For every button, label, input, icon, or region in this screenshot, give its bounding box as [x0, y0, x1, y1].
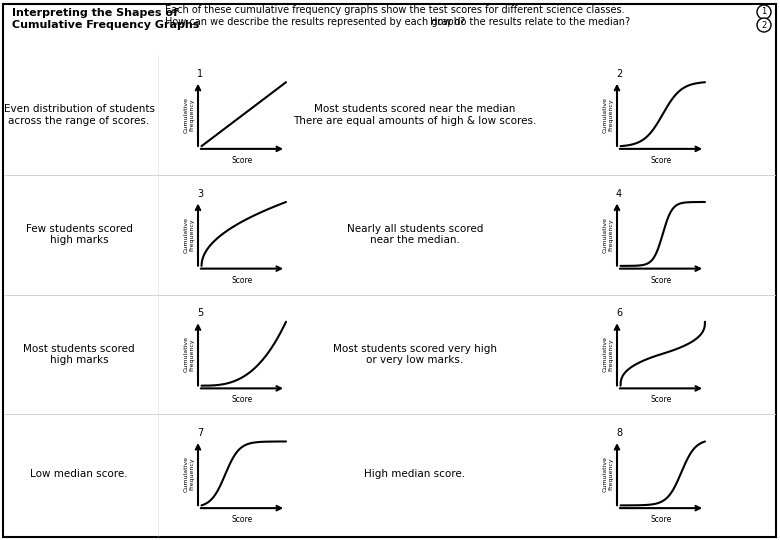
Text: Cumulative
Frequency: Cumulative Frequency — [603, 217, 613, 253]
Text: Score: Score — [651, 275, 672, 285]
Text: Cumulative
Frequency: Cumulative Frequency — [183, 97, 194, 133]
Text: 4: 4 — [616, 188, 622, 199]
Text: Score: Score — [651, 515, 672, 524]
Text: Cumulative
Frequency: Cumulative Frequency — [183, 217, 194, 253]
Text: Score: Score — [232, 156, 253, 165]
Text: Nearly all students scored
near the median.: Nearly all students scored near the medi… — [347, 224, 483, 245]
Text: Cumulative
Frequency: Cumulative Frequency — [603, 456, 613, 492]
Text: Even distribution of students
across the range of scores.: Even distribution of students across the… — [3, 104, 154, 126]
Text: Few students scored
high marks: Few students scored high marks — [26, 224, 133, 245]
Text: 2: 2 — [616, 69, 622, 79]
Text: Score: Score — [651, 395, 672, 404]
Text: Score: Score — [651, 156, 672, 165]
Text: Low median score.: Low median score. — [30, 469, 128, 479]
Text: 2: 2 — [761, 21, 767, 30]
Text: Each of these cumulative frequency graphs show the test scores for different sci: Each of these cumulative frequency graph… — [165, 5, 625, 15]
Text: 6: 6 — [616, 308, 622, 319]
Circle shape — [757, 18, 771, 32]
Circle shape — [757, 5, 771, 19]
Text: 5: 5 — [197, 308, 204, 319]
Text: How can we describe the results represented by each graph?: How can we describe the results represen… — [165, 17, 465, 27]
Text: Interpreting the Shapes of: Interpreting the Shapes of — [12, 8, 178, 18]
Text: Cumulative
Frequency: Cumulative Frequency — [603, 97, 613, 133]
Text: How do the results relate to the median?: How do the results relate to the median? — [430, 17, 630, 27]
Text: 1: 1 — [761, 8, 767, 17]
Text: Most students scored
high marks: Most students scored high marks — [23, 343, 135, 365]
Text: Cumulative
Frequency: Cumulative Frequency — [183, 336, 194, 373]
Text: Score: Score — [232, 275, 253, 285]
Text: Score: Score — [232, 395, 253, 404]
Text: Cumulative Frequency Graphs: Cumulative Frequency Graphs — [12, 20, 200, 30]
Text: 3: 3 — [197, 188, 203, 199]
Text: Cumulative
Frequency: Cumulative Frequency — [183, 456, 194, 492]
Text: High median score.: High median score. — [364, 469, 466, 479]
Text: Score: Score — [232, 515, 253, 524]
Text: Most students scored near the median
There are equal amounts of high & low score: Most students scored near the median The… — [293, 104, 537, 126]
Text: Cumulative
Frequency: Cumulative Frequency — [603, 336, 613, 373]
Text: 7: 7 — [197, 428, 204, 438]
Text: 1: 1 — [197, 69, 203, 79]
Text: Most students scored very high
or very low marks.: Most students scored very high or very l… — [333, 343, 497, 365]
Text: 8: 8 — [616, 428, 622, 438]
